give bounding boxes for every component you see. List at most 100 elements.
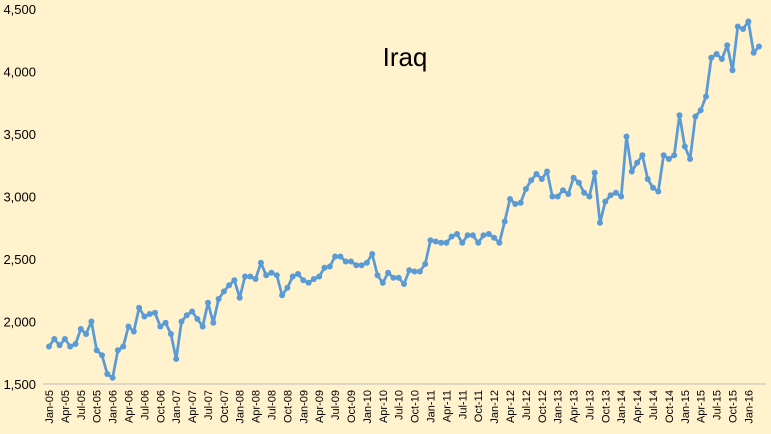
data-point: [348, 258, 354, 265]
x-tick-label: Apr-06: [123, 390, 135, 423]
data-point: [544, 168, 551, 175]
y-tick-label: 3,000: [3, 190, 36, 205]
data-point: [199, 323, 206, 330]
data-point: [284, 284, 291, 291]
data-point: [660, 152, 667, 159]
data-point: [639, 152, 646, 159]
data-point: [485, 231, 492, 237]
data-point: [597, 219, 603, 226]
x-tick-label: Jan-05: [44, 390, 56, 424]
data-point: [570, 174, 577, 181]
x-tick-label: Oct-06: [155, 390, 167, 423]
x-tick-label: Jul-09: [330, 390, 342, 420]
data-point: [67, 343, 74, 350]
x-tick-label: Oct-09: [346, 390, 358, 423]
data-point: [708, 54, 715, 61]
data-point: [591, 169, 598, 176]
data-point: [220, 288, 227, 295]
x-tick-label: Apr-12: [505, 390, 517, 423]
data-point: [655, 188, 662, 195]
data-point: [247, 273, 254, 280]
x-tick-label: Jul-13: [584, 390, 596, 420]
x-tick-label: Jul-10: [394, 390, 406, 420]
data-point: [358, 262, 365, 269]
data-point: [713, 51, 720, 57]
x-tick-label: Jul-08: [267, 390, 279, 420]
data-point: [740, 26, 747, 32]
x-tick-label: Apr-10: [378, 390, 390, 423]
data-point: [676, 112, 683, 119]
x-tick-label: Apr-14: [632, 390, 644, 423]
x-tick-label: Oct-14: [664, 390, 676, 423]
data-point: [475, 239, 482, 246]
data-point: [443, 239, 450, 246]
data-point: [480, 232, 487, 239]
data-point: [390, 274, 397, 281]
data-point: [252, 276, 259, 282]
data-point: [729, 67, 736, 74]
data-point: [703, 93, 709, 100]
data-point: [300, 277, 307, 284]
data-point: [756, 43, 762, 50]
data-point: [549, 193, 556, 200]
data-point: [295, 271, 301, 277]
data-point: [469, 232, 476, 239]
data-point: [665, 156, 672, 162]
x-tick-label: Apr-15: [696, 390, 708, 423]
data-point: [575, 179, 582, 186]
y-tick-label: 1,500: [3, 377, 36, 392]
x-tick-label: Jul-05: [76, 390, 88, 420]
data-point: [236, 294, 243, 301]
data-point: [369, 251, 376, 257]
data-point: [104, 371, 111, 377]
y-tick-label: 4,000: [3, 65, 36, 80]
series-layer: [46, 18, 762, 381]
data-point: [141, 313, 148, 320]
data-point: [257, 259, 264, 266]
data-point: [51, 336, 58, 342]
data-point: [687, 156, 694, 162]
data-point: [464, 232, 471, 239]
data-point: [628, 168, 635, 175]
data-point: [205, 299, 211, 306]
data-point: [305, 279, 312, 286]
x-tick-label: Oct-11: [473, 390, 485, 422]
data-point: [72, 341, 79, 347]
data-point: [612, 189, 619, 196]
data-point: [93, 347, 100, 354]
y-tick-label: 2,500: [3, 252, 36, 267]
data-point: [114, 347, 121, 354]
data-point: [157, 323, 164, 330]
data-point: [724, 42, 731, 49]
data-point: [496, 239, 503, 246]
data-point: [560, 187, 566, 194]
data-point: [406, 267, 413, 274]
data-point: [650, 184, 656, 191]
data-point: [231, 277, 238, 284]
x-tick-label: Oct-15: [728, 390, 740, 423]
data-point: [501, 218, 508, 225]
x-tick-label: Oct-12: [537, 390, 549, 423]
data-point: [125, 323, 132, 330]
data-point: [427, 237, 434, 244]
data-point: [242, 273, 248, 280]
data-point: [268, 269, 275, 276]
data-point: [152, 309, 158, 316]
data-point: [353, 262, 360, 269]
data-point: [718, 56, 725, 62]
data-point: [326, 263, 333, 270]
data-point: [178, 318, 185, 325]
data-point: [363, 259, 370, 266]
data-point: [438, 239, 445, 246]
data-point: [342, 258, 349, 265]
x-tick-label: Apr-07: [187, 390, 199, 423]
data-point: [581, 189, 588, 196]
x-tick-label: Jul-14: [648, 390, 660, 420]
data-point: [46, 343, 52, 350]
data-point: [512, 201, 519, 207]
data-point: [745, 18, 752, 25]
data-point: [83, 331, 90, 337]
data-point: [692, 113, 699, 120]
x-tick-label: Oct-07: [219, 390, 231, 423]
